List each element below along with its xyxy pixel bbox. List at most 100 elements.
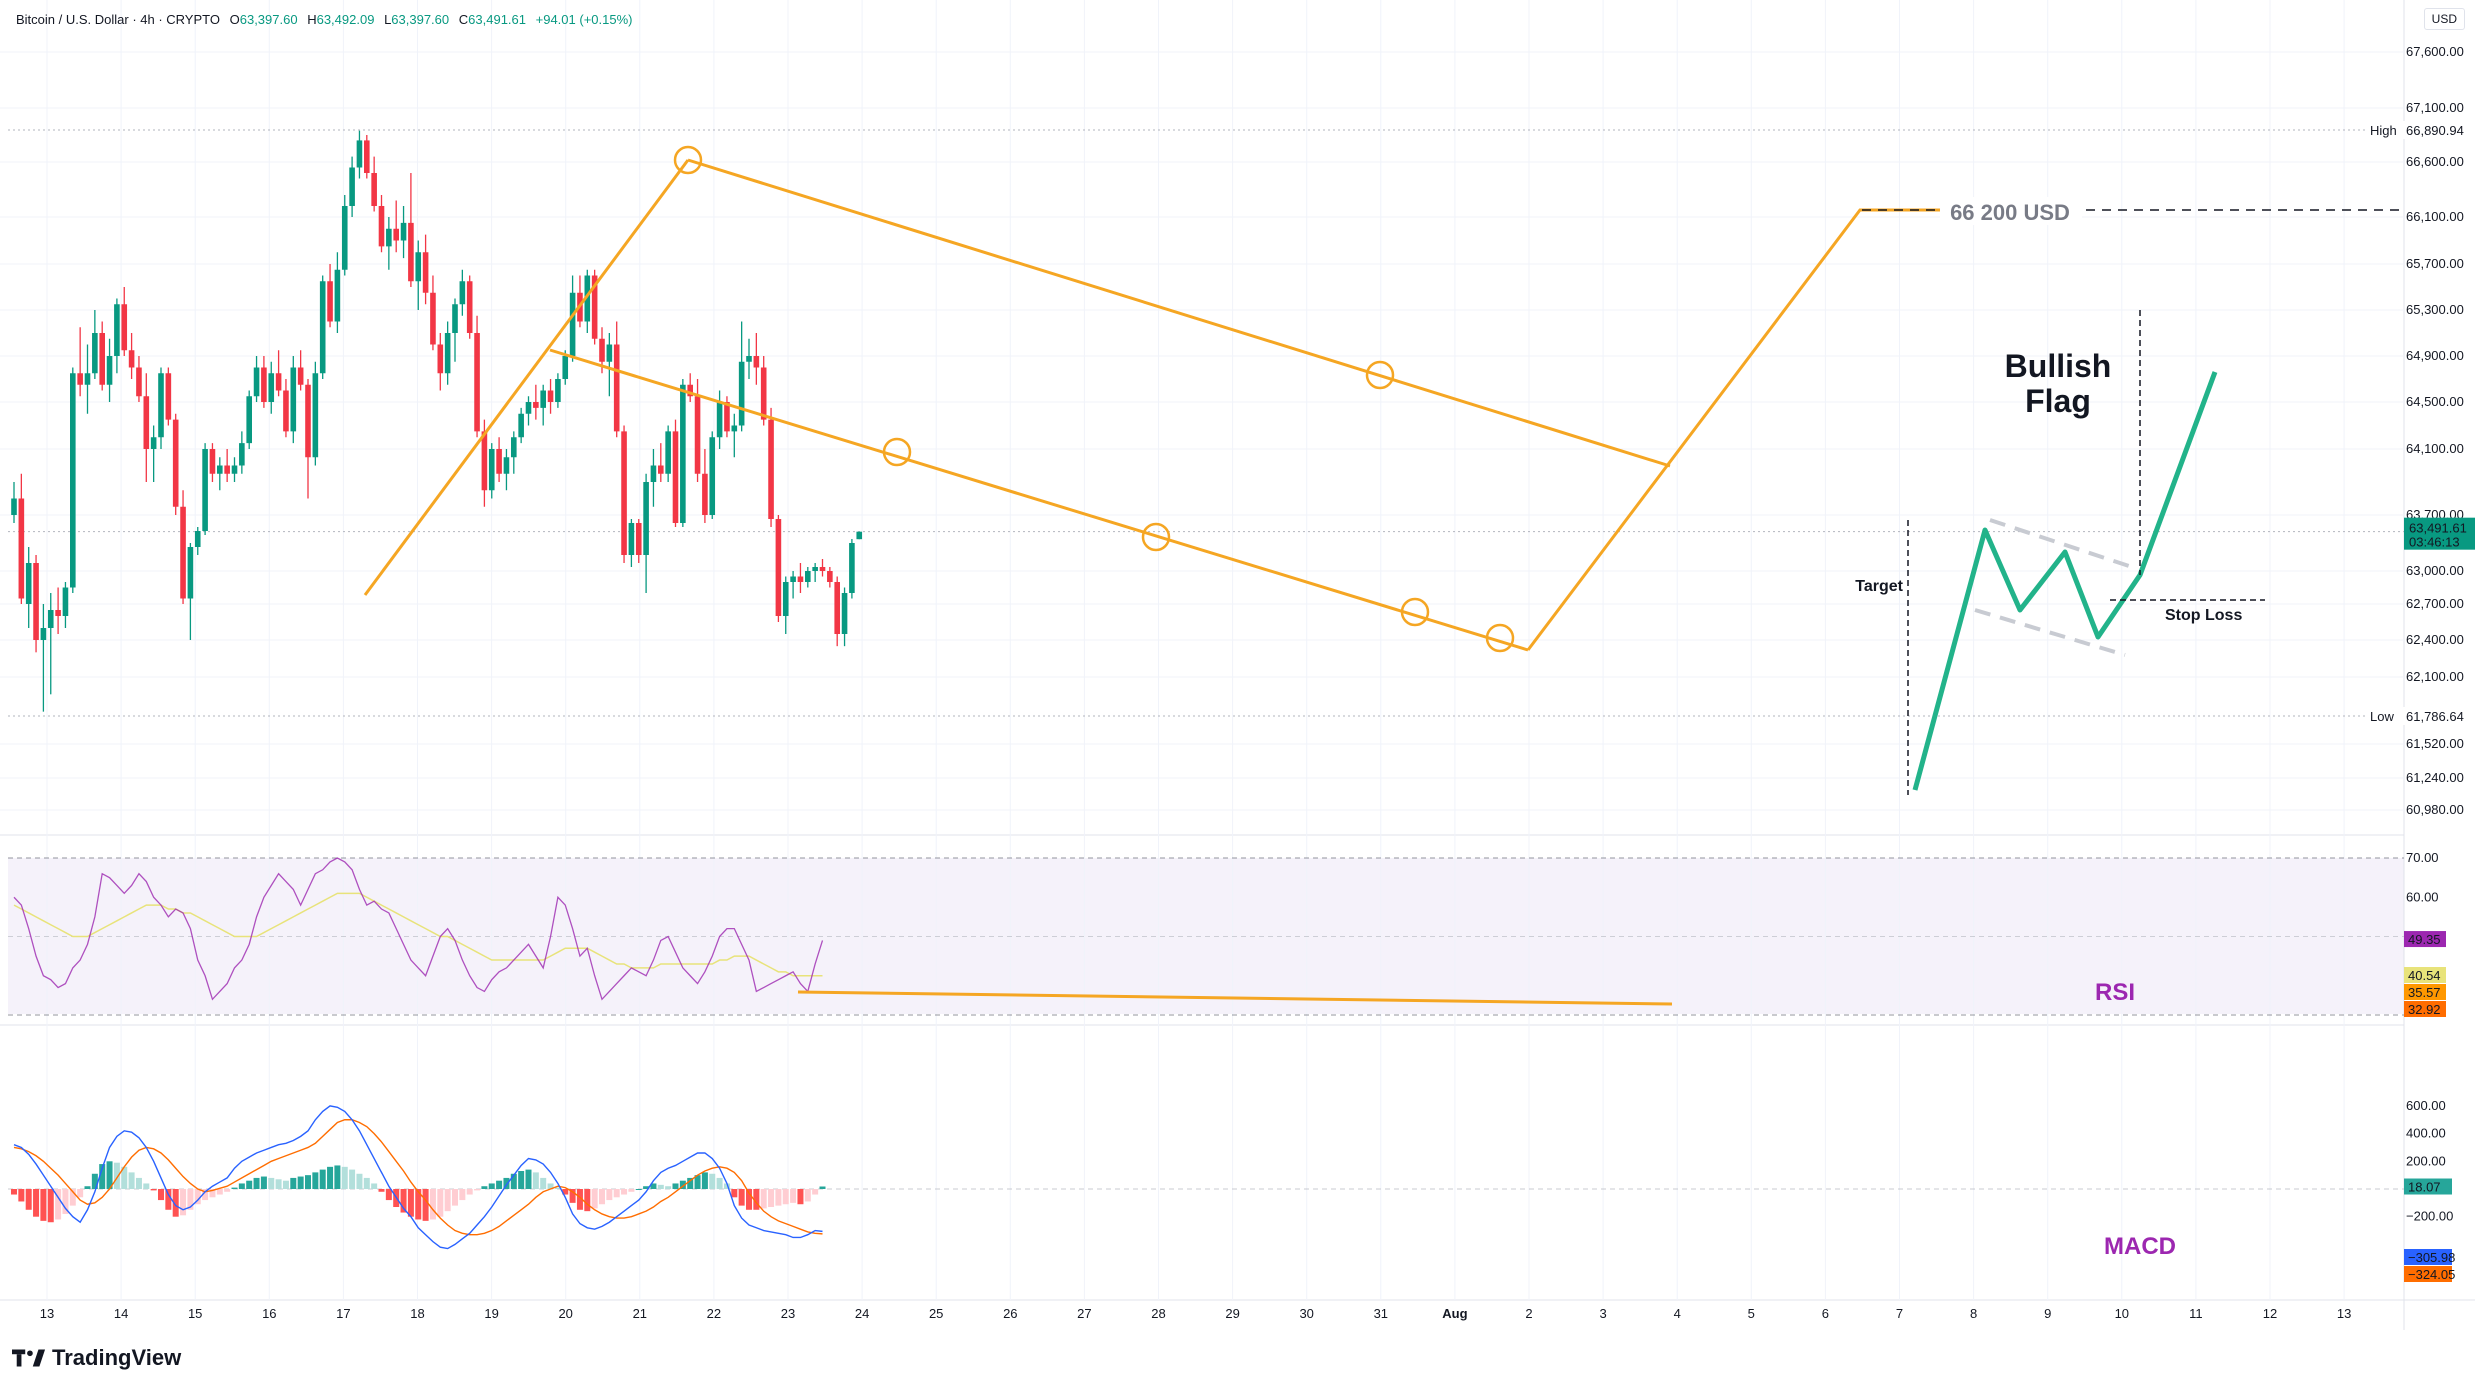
macd-histogram-bar bbox=[327, 1166, 334, 1189]
macd-histogram-bar bbox=[33, 1189, 40, 1217]
rsi-upper-badge-bg bbox=[2404, 984, 2446, 1000]
macd-histogram-bar bbox=[437, 1189, 444, 1217]
candle-body bbox=[128, 350, 135, 368]
candle-body bbox=[841, 593, 848, 634]
candle-body bbox=[430, 292, 436, 345]
time-axis-label: 28 bbox=[1151, 1306, 1165, 1321]
price-axis-label: 62,400.00 bbox=[2406, 632, 2464, 647]
candle-body bbox=[283, 390, 289, 432]
macd-histogram-bar bbox=[488, 1183, 495, 1189]
macd-histogram-bar bbox=[150, 1189, 157, 1191]
macd-histogram-bar bbox=[305, 1175, 311, 1189]
macd-histogram-bar bbox=[275, 1179, 282, 1189]
symbol-title[interactable]: Bitcoin / U.S. Dollar · 4h · CRYPTO bbox=[16, 12, 220, 27]
macd-histogram-bar bbox=[510, 1173, 517, 1189]
macd-histogram-bar bbox=[128, 1172, 135, 1189]
rsi-upper-badge: 35.57 bbox=[2408, 985, 2441, 1000]
macd-histogram-bar bbox=[591, 1189, 598, 1209]
time-axis-label: 29 bbox=[1225, 1306, 1239, 1321]
price-axis-label: 64,500.00 bbox=[2406, 394, 2464, 409]
candle-body bbox=[202, 449, 208, 531]
rsi-divergence-line bbox=[797, 990, 1673, 1006]
macd-value-badge: −305.98 bbox=[2408, 1250, 2455, 1265]
candle-body bbox=[18, 498, 25, 599]
macd-hist-badge-bg bbox=[2404, 1178, 2452, 1195]
candle-body bbox=[121, 304, 128, 351]
candle-body bbox=[239, 443, 245, 466]
rsi-ma-badge-bg bbox=[2404, 967, 2446, 983]
price-axis-label: 64,900.00 bbox=[2406, 348, 2464, 363]
macd-histogram-bar bbox=[474, 1189, 481, 1191]
candle-body bbox=[246, 396, 252, 444]
candle-body bbox=[386, 228, 392, 247]
time-axis-label: 27 bbox=[1077, 1306, 1091, 1321]
high-marker-label: High bbox=[2370, 123, 2397, 138]
time-axis-label: 7 bbox=[1896, 1306, 1903, 1321]
macd-histogram-bar bbox=[290, 1177, 297, 1189]
candle-body bbox=[650, 465, 657, 482]
macd-histogram-bar bbox=[209, 1189, 216, 1198]
time-axis-label: 9 bbox=[2044, 1306, 2051, 1321]
flag-lower-boundary bbox=[1974, 608, 2126, 657]
candle-body bbox=[268, 373, 275, 402]
macd-histogram-bar bbox=[701, 1172, 708, 1189]
macd-histogram-bar bbox=[672, 1183, 679, 1189]
rsi-ma-badge: 40.54 bbox=[2408, 968, 2441, 983]
channel-lower-line bbox=[549, 348, 1529, 652]
macd-histogram-bar bbox=[158, 1189, 164, 1201]
macd-histogram-bar bbox=[665, 1186, 672, 1189]
macd-histogram-bar bbox=[99, 1164, 106, 1189]
macd-histogram-bar bbox=[628, 1189, 635, 1192]
price-axis-label: 61,240.00 bbox=[2406, 770, 2464, 785]
price-axis-label: 67,600.00 bbox=[2406, 44, 2464, 59]
candle-body bbox=[466, 281, 473, 333]
candle-body bbox=[55, 610, 61, 616]
candle-body bbox=[459, 281, 466, 305]
candle-body bbox=[753, 356, 760, 368]
macd-histogram-bar bbox=[121, 1166, 128, 1189]
time-axis-label: 6 bbox=[1822, 1306, 1829, 1321]
touch-point-circle bbox=[882, 437, 912, 467]
candle-body bbox=[621, 431, 627, 555]
candle-body bbox=[812, 567, 818, 571]
currency-button[interactable]: USD bbox=[2423, 8, 2465, 30]
candle-body bbox=[782, 582, 789, 616]
candle-body bbox=[724, 402, 730, 432]
rsi-value-badge-bg bbox=[2404, 931, 2446, 948]
time-axis-label: 30 bbox=[1299, 1306, 1313, 1321]
macd-histogram-bar bbox=[341, 1166, 348, 1189]
macd-histogram-bar bbox=[363, 1177, 370, 1189]
macd-histogram-bar bbox=[687, 1177, 694, 1189]
candle-body bbox=[474, 333, 480, 432]
price-axis-label: 66,100.00 bbox=[2406, 209, 2464, 224]
macd-histogram-bar bbox=[723, 1183, 730, 1189]
tradingview-logo[interactable]: TradingView bbox=[12, 1345, 181, 1371]
candle-body bbox=[106, 356, 113, 385]
flag-target-label: Target bbox=[1855, 578, 1903, 595]
time-axis-label: 11 bbox=[2189, 1306, 2203, 1321]
macd-histogram-bar bbox=[106, 1161, 113, 1189]
candle-body bbox=[224, 465, 230, 474]
candle-body bbox=[518, 413, 524, 438]
rsi-line bbox=[13, 857, 824, 1001]
candle-body bbox=[613, 344, 620, 432]
macd-histogram-bar bbox=[165, 1189, 172, 1210]
macd-histogram-bar bbox=[768, 1189, 775, 1208]
candle-body bbox=[805, 571, 811, 582]
time-axis-label: 5 bbox=[1748, 1306, 1755, 1321]
change-value: +94.01 (+0.15%) bbox=[535, 12, 633, 27]
price-axis-label: 64,100.00 bbox=[2406, 441, 2464, 456]
tradingview-logo-icon bbox=[12, 1349, 46, 1367]
macd-histogram-bar bbox=[135, 1177, 142, 1189]
candle-body bbox=[150, 437, 157, 449]
rsi-lower-badge: 32.92 bbox=[2408, 1002, 2441, 1017]
candle-body bbox=[180, 506, 186, 599]
macd-histogram-bar bbox=[253, 1177, 260, 1189]
macd-histogram-bar bbox=[562, 1189, 569, 1195]
macd-histogram-bar bbox=[459, 1189, 466, 1201]
candle-body bbox=[687, 384, 693, 397]
macd-histogram-bar bbox=[69, 1189, 76, 1206]
candle-body bbox=[165, 373, 172, 420]
close-value: 63,491.61 bbox=[468, 12, 526, 27]
